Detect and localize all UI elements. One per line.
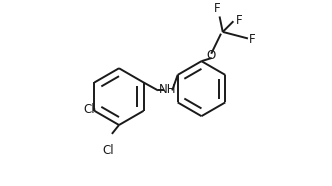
Text: Cl: Cl	[84, 103, 95, 116]
Text: Cl: Cl	[103, 144, 114, 157]
Text: F: F	[214, 2, 221, 15]
Text: F: F	[249, 33, 256, 46]
Text: NH: NH	[159, 83, 177, 96]
Text: F: F	[236, 14, 243, 27]
Text: O: O	[207, 49, 216, 62]
